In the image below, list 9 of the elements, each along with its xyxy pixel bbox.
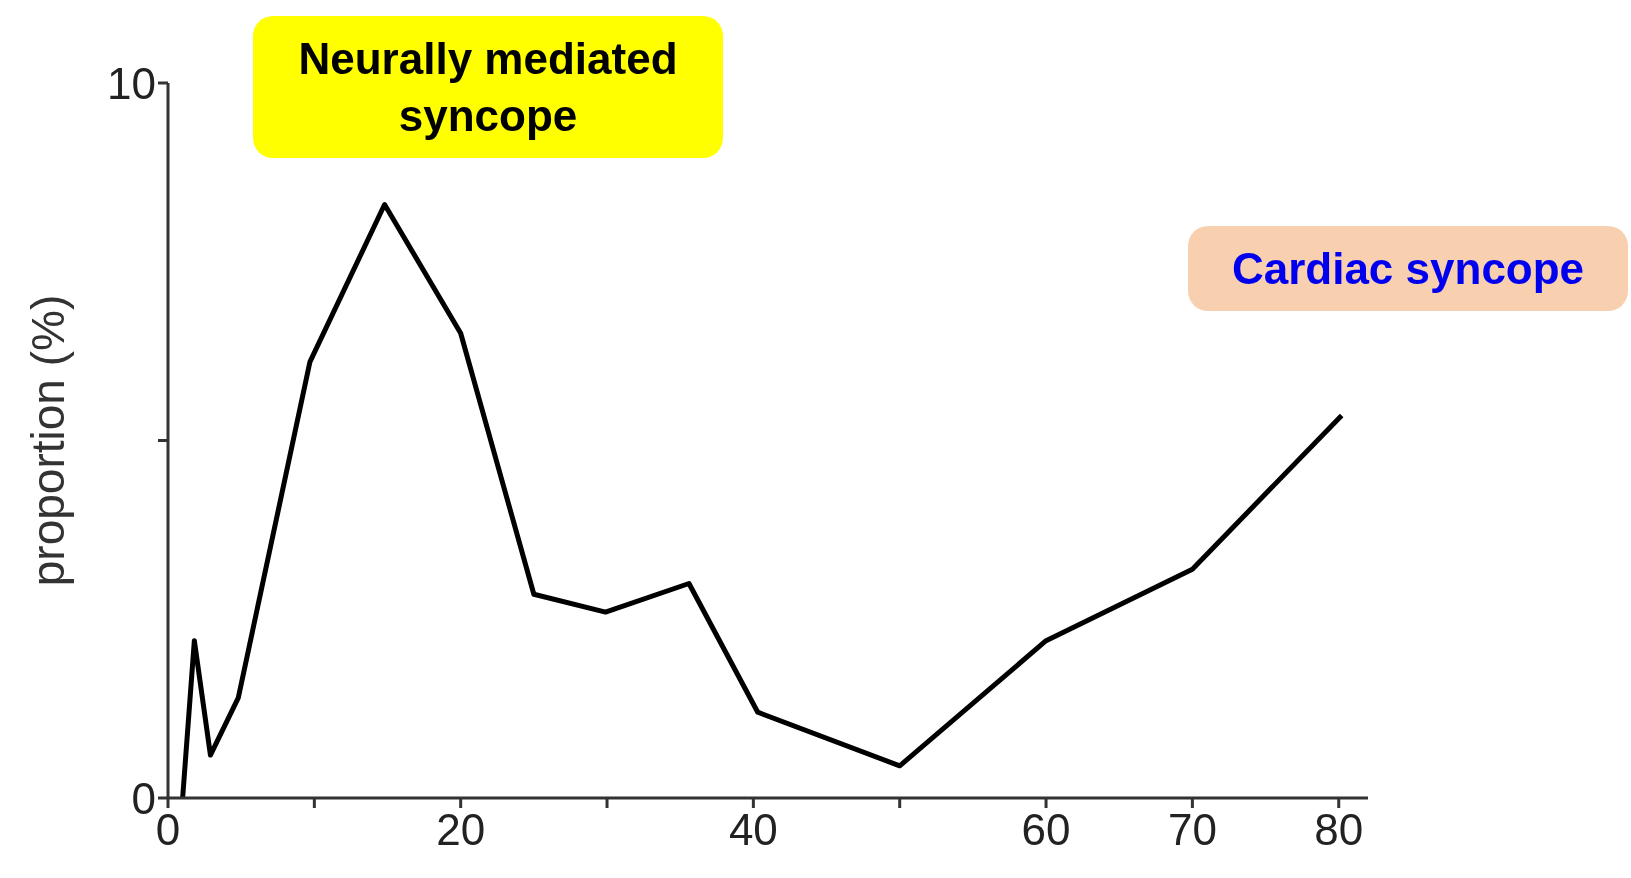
y-tick-label: 10 [107, 58, 156, 108]
x-tick-label: 70 [1167, 805, 1217, 855]
annotation: Neurally mediated syncope [253, 16, 723, 159]
y-axis-title: proportion (%) [22, 294, 75, 587]
x-tick-label: 20 [436, 805, 486, 855]
x-tick-label: 80 [1314, 805, 1364, 855]
x-tick-label: 60 [1021, 805, 1071, 855]
annotation: Cardiac syncope [1188, 226, 1628, 312]
x-tick-label: 40 [728, 805, 778, 855]
